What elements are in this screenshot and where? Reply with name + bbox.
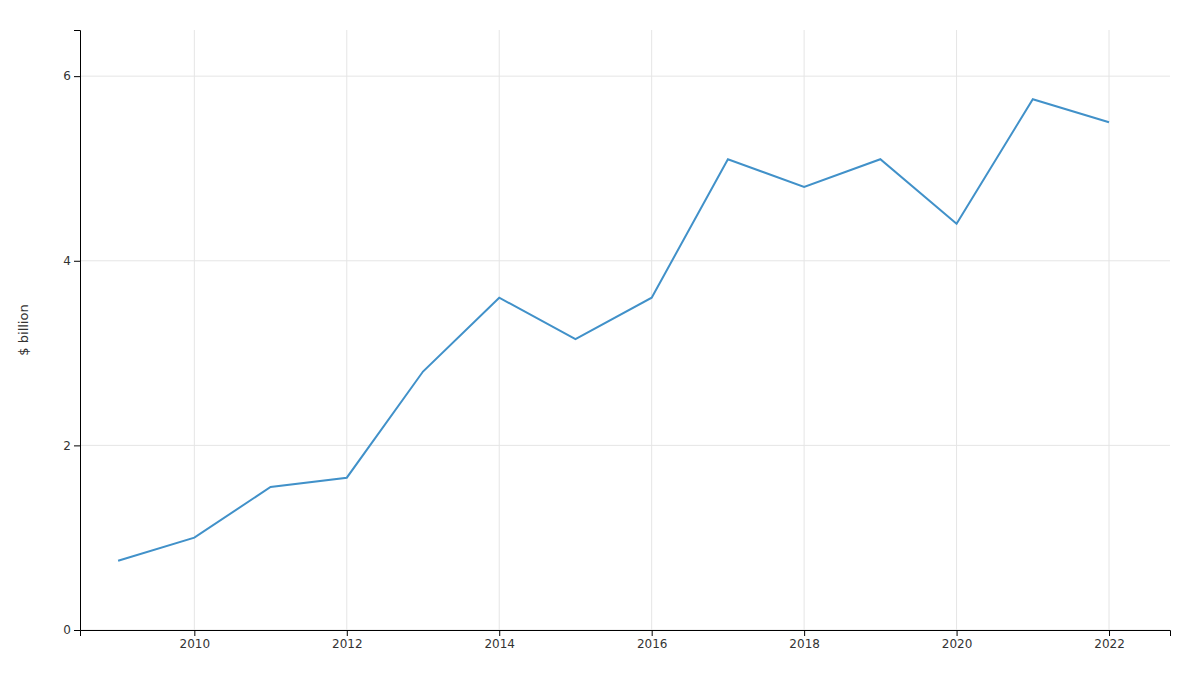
x-tick-label: 2014 — [484, 637, 515, 651]
x-tick-mark — [804, 630, 805, 636]
x-tick: 2018 — [789, 630, 820, 651]
y-tick-label: 4 — [63, 254, 71, 268]
y-axis-title: $ billion — [16, 304, 31, 355]
x-axis-line — [81, 631, 1171, 637]
y-tick: 4 — [63, 254, 80, 268]
x-tick-mark — [1109, 630, 1110, 636]
y-tick-mark — [74, 76, 80, 77]
x-tick: 2020 — [942, 630, 973, 651]
x-tick: 2012 — [332, 630, 363, 651]
x-tick-label: 2012 — [332, 637, 363, 651]
y-tick-mark — [74, 445, 80, 446]
y-grid-line — [80, 445, 1170, 446]
x-grid-line — [651, 30, 652, 630]
x-axis: 2010 2012 2014 2016 2018 2020 2022 — [81, 630, 1171, 651]
x-tick: 2022 — [1094, 630, 1125, 651]
x-tick-label: 2016 — [637, 637, 668, 651]
y-tick-mark — [74, 261, 80, 262]
x-tick-label: 2020 — [942, 637, 973, 651]
x-tick: 2014 — [484, 630, 515, 651]
plot-area — [118, 99, 1109, 561]
chart: 2010 2012 2014 2016 2018 2020 2022 0 2 4 6 $ billio… — [0, 0, 1200, 680]
x-grid-line — [956, 30, 957, 630]
x-tick-mark — [347, 630, 348, 636]
x-grid-line — [499, 30, 500, 630]
y-tick-label: 6 — [63, 69, 71, 83]
y-grid-line — [80, 76, 1170, 77]
x-tick: 2016 — [637, 630, 668, 651]
y-axis: 0 2 4 6 — [63, 31, 80, 638]
y-grid-line — [80, 260, 1170, 261]
y-tick-mark — [74, 630, 80, 631]
x-grid-line — [1109, 30, 1110, 630]
x-tick-label: 2022 — [1094, 637, 1125, 651]
line — [118, 99, 1109, 561]
x-tick-mark — [652, 630, 653, 636]
y-tick: 0 — [63, 623, 80, 637]
x-tick: 2010 — [180, 630, 211, 651]
y-tick-label: 0 — [63, 623, 71, 637]
x-tick-mark — [957, 630, 958, 636]
x-grid-line — [804, 30, 805, 630]
y-axis-line — [74, 31, 81, 631]
x-tick-mark — [499, 630, 500, 636]
y-tick-label: 2 — [63, 439, 71, 453]
x-grid-line — [346, 30, 347, 630]
grid — [80, 30, 1170, 630]
x-tick-label: 2010 — [180, 637, 211, 651]
x-tick-label: 2018 — [789, 637, 820, 651]
y-tick: 2 — [63, 439, 80, 453]
x-tick-mark — [194, 630, 195, 636]
x-grid-line — [194, 30, 195, 630]
y-tick: 6 — [63, 69, 80, 83]
